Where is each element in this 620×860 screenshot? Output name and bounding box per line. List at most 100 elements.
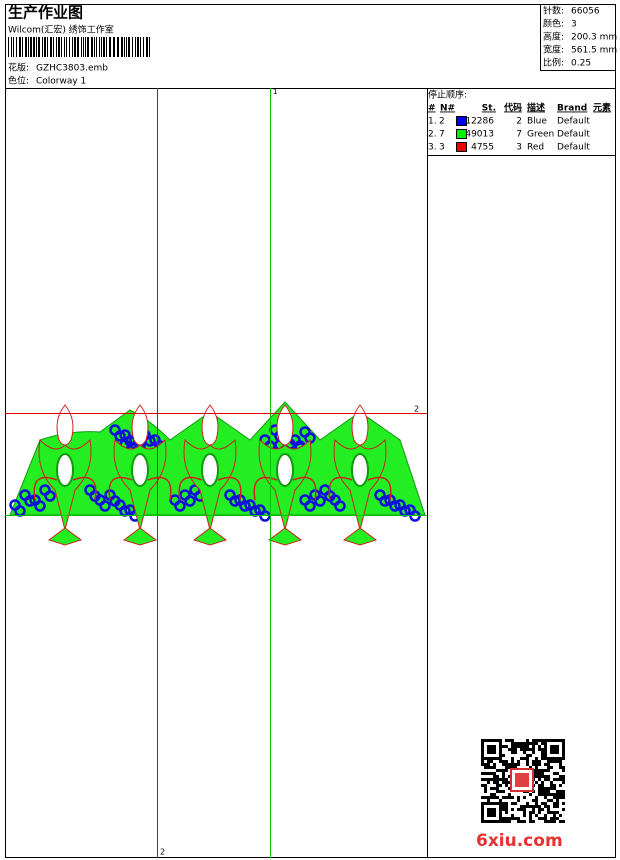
qr-cell: [553, 751, 556, 754]
qr-cell: [496, 790, 499, 793]
qr-cell: [490, 745, 493, 748]
bar: [47, 37, 48, 57]
blue-ring: [314, 495, 326, 507]
qr-cell: [484, 784, 487, 787]
qr-cell: [535, 796, 538, 799]
qr-cell: [532, 808, 535, 811]
bar: [36, 37, 37, 57]
qr-cell: [514, 817, 517, 820]
qr-cell: [490, 811, 493, 814]
stop-title: 停止顺序:: [428, 89, 467, 101]
qr-cell: [556, 796, 559, 799]
qr-cell: [487, 799, 490, 802]
bar: [50, 37, 52, 57]
row-code: 3: [516, 143, 522, 153]
curl-left: [33, 476, 58, 501]
bar: [85, 37, 86, 57]
column-header: St.: [482, 104, 496, 114]
qr-cell: [502, 820, 505, 823]
qr-cell: [493, 781, 496, 784]
qr-cell: [559, 790, 562, 793]
qr-cell: [487, 766, 490, 769]
qr-cell: [487, 760, 490, 763]
qr-cell: [502, 754, 505, 757]
qr-cell: [484, 772, 487, 775]
qr-cell: [523, 808, 526, 811]
row-description: Green: [527, 130, 554, 140]
qr-cell: [517, 799, 520, 802]
blue-ring: [379, 495, 391, 507]
qr-cell: [541, 772, 544, 775]
bar: [106, 37, 107, 57]
qr-cell: [511, 745, 514, 748]
qr-cell: [550, 766, 553, 769]
qr-cell: [514, 745, 517, 748]
motif-center: [201, 453, 219, 487]
qr-cell: [553, 745, 556, 748]
qr-cell: [544, 775, 547, 778]
qr-cell: [514, 766, 517, 769]
row-stitches: 4755: [471, 143, 494, 153]
qr-cell: [532, 805, 535, 808]
blue-ring: [34, 500, 46, 512]
qr-cell: [490, 787, 493, 790]
qr-cell: [499, 817, 502, 820]
bar: [87, 37, 89, 57]
qr-cell: [481, 808, 484, 811]
qr-cell: [541, 748, 544, 751]
qr-cell: [508, 739, 511, 742]
qr-cell: [514, 802, 517, 805]
qr-cell: [550, 760, 553, 763]
qr-cell: [529, 748, 532, 751]
qr-cell: [481, 811, 484, 814]
qr-cell: [538, 808, 541, 811]
qr-cell: [556, 790, 559, 793]
qr-cell: [547, 778, 550, 781]
qr-cell: [487, 739, 490, 742]
qr-cell: [532, 742, 535, 745]
bar: [53, 37, 54, 57]
qr-cell: [547, 805, 550, 808]
motif-center: [351, 453, 369, 487]
qr-cell: [547, 811, 550, 814]
qr-cell: [544, 757, 547, 760]
qr-cell: [502, 781, 505, 784]
qr-cell: [520, 748, 523, 751]
qr-cell: [490, 739, 493, 742]
bar: [140, 37, 141, 57]
qr-cell: [556, 745, 559, 748]
qr-cell: [559, 775, 562, 778]
qr-cell: [544, 817, 547, 820]
row-brand: Default: [557, 130, 590, 140]
bottom-flower: [192, 527, 228, 546]
qr-cell: [493, 766, 496, 769]
qr-cell: [502, 808, 505, 811]
qr-cell: [562, 742, 565, 745]
bar: [64, 37, 65, 57]
qr-cell: [490, 814, 493, 817]
bar: [56, 37, 57, 57]
qr-cell: [559, 766, 562, 769]
qr-cell: [487, 802, 490, 805]
qr-cell: [544, 745, 547, 748]
qr-cell: [499, 757, 502, 760]
qr-cell: [481, 760, 484, 763]
qr-cell: [511, 757, 514, 760]
qr-cell: [508, 766, 511, 769]
qr-cell: [535, 760, 538, 763]
bar: [30, 37, 32, 57]
qr-cell: [550, 793, 553, 796]
bar: [61, 37, 62, 57]
qr-cell: [562, 766, 565, 769]
qr-cell: [502, 796, 505, 799]
qr-cell: [484, 790, 487, 793]
qr-cell: [502, 775, 505, 778]
qr-cell: [544, 787, 547, 790]
row-needle: 7: [439, 130, 445, 140]
qr-cell: [505, 766, 508, 769]
qr-cell: [562, 793, 565, 796]
blue-ring: [44, 490, 56, 502]
qr-cell: [505, 739, 508, 742]
qr-cell: [538, 805, 541, 808]
